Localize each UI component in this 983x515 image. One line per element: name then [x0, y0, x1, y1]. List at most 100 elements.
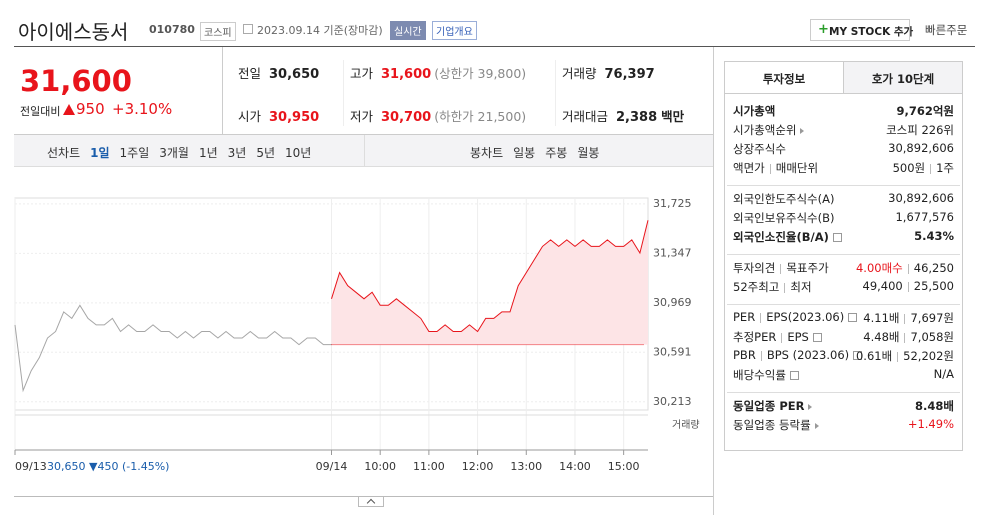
info-values: 30,892,606 [888, 141, 954, 155]
info-row: 상장주식수 30,892,606 [727, 141, 960, 160]
quote-value: 76,397 [604, 67, 655, 82]
separator [760, 350, 762, 361]
info-values: 4.48배 7,058원 [863, 329, 954, 345]
info-label: 배당수익률 [733, 368, 786, 382]
info-row: 추정PER EPS 4.48배 7,058원 [727, 329, 960, 348]
info-value: 8.48배 [915, 399, 954, 413]
price-line [14, 304, 332, 393]
info-label: 매매단위 [775, 161, 819, 175]
info-row: PBR BPS (2023.06) 0.61배 52,202원 [727, 348, 960, 367]
quote-label: 전일 [238, 66, 262, 81]
company-button[interactable]: 기업개요 [432, 21, 477, 40]
help-icon[interactable] [789, 371, 799, 380]
separator [760, 312, 762, 323]
quote-label: 저가 [350, 109, 374, 124]
period-tab[interactable]: 1년 [198, 146, 218, 160]
realtime-badge[interactable]: 실시간 [390, 21, 426, 40]
mystock-text: MY STOCK 추가 [829, 26, 914, 38]
quote-label: 거래량 [562, 66, 597, 81]
info-labels: 상장주식수 [733, 141, 786, 157]
info-values: 0.61배 52,202원 [856, 348, 954, 364]
price-line [331, 220, 649, 333]
change: 950 [76, 100, 105, 118]
info-values: +1.49% [908, 417, 954, 431]
quote-item: 고가 31,600 (상한가 39,800) [350, 63, 526, 82]
toggle-button[interactable] [358, 496, 384, 508]
help-icon[interactable] [812, 333, 822, 342]
candle-tab[interactable]: 주봉 [545, 146, 568, 160]
info-labels: 시가총액 [733, 103, 775, 119]
arrow-icon [800, 128, 805, 134]
info-labels: 시가총액순위 [733, 122, 805, 138]
x-tick-label: 14:00 [559, 460, 591, 473]
help-icon[interactable] [832, 233, 842, 242]
x-tick-label: 09/14 [316, 460, 348, 473]
info-row: 액면가 매매단위 500원 1주 [727, 160, 960, 179]
prev-summary: 30,650 ▼450 (-1.45%) [47, 460, 169, 473]
tab-bar: 선차트 1일 1주일 3개월 1년 3년 5년 10년 봉차트 일봉 주봉 월봉 [14, 134, 713, 167]
info-label: 동일업종 등락률 [733, 418, 811, 432]
info-label: EPS [787, 330, 809, 344]
info-labels: 외국인보유주식수(B) [733, 210, 835, 226]
info-labels: PBR BPS (2023.06) [733, 348, 863, 362]
divider [343, 60, 344, 126]
stock-name: 아이에스동서 [18, 20, 129, 44]
help-icon[interactable] [853, 351, 863, 360]
quote-value: 2,388 [616, 110, 658, 125]
period-tab[interactable]: 5년 [256, 146, 276, 160]
quote-unit: 백만 [661, 109, 685, 124]
info-tab[interactable]: 투자정보 [762, 72, 806, 86]
info-label: EPS(2023.06) [766, 310, 845, 324]
quote-item: 거래량 76,397 [562, 63, 655, 82]
y-tick-label: 30,213 [653, 395, 692, 408]
period-tab[interactable]: 3년 [227, 146, 247, 160]
info-value: 500원 [892, 161, 926, 175]
help-icon[interactable] [848, 313, 858, 322]
info-value: +1.49% [907, 417, 954, 431]
divider [555, 60, 556, 126]
y-tick-label: 30,969 [653, 296, 692, 309]
quick-order[interactable]: 빠른주문 [925, 23, 968, 37]
x-tick-label: 15:00 [608, 460, 640, 473]
info-value: 4.00매수 [855, 261, 903, 275]
candle-tabs: 봉차트 일봉 주봉 월봉 [470, 144, 609, 161]
candle-tab[interactable]: 월봉 [577, 146, 600, 160]
quote-item: 시가 30,950 [238, 106, 319, 125]
period-tab[interactable]: 1주일 [119, 146, 150, 160]
market-badge: 코스피 [200, 22, 236, 41]
info-tab[interactable]: 호가 10단계 [843, 62, 962, 93]
info-row: PER EPS(2023.06) 4.11배 7,697원 [727, 310, 960, 329]
mystock-button[interactable]: + MY STOCK 추가 [810, 19, 914, 41]
area [331, 220, 648, 345]
x-tick-label: 10:00 [364, 460, 396, 473]
info-values: 500원 1주 [893, 160, 954, 176]
separator [780, 263, 782, 274]
period-tab[interactable]: 3개월 [159, 146, 189, 160]
period-tab[interactable]: 1일 [90, 146, 110, 160]
info-values: 9,762억원 [896, 103, 954, 119]
quote-value: 30,650 [269, 67, 320, 82]
y-tick-label: 30,591 [653, 345, 692, 358]
x-tick-label: 12:00 [462, 460, 494, 473]
info-label: 추정PER [733, 330, 777, 344]
up-icon [63, 104, 75, 115]
date: 2023.09.14 기준(장마감) [257, 24, 383, 37]
info-row: 외국인보유주식수(B) 1,677,576 [727, 210, 960, 229]
info-label: 52주최고 [733, 280, 780, 294]
separator [769, 163, 771, 174]
period-tab[interactable]: 10년 [285, 146, 312, 160]
x-tick-label: 13:00 [510, 460, 542, 473]
info-value: 코스피 226위 [886, 123, 954, 137]
quote-item: 전일 30,650 [238, 63, 319, 82]
candle-tab[interactable]: 일봉 [513, 146, 536, 160]
info-tabs: 투자정보 호가 10단계 [725, 62, 962, 94]
line-tabs: 선차트 1일 1주일 3개월 1년 3년 5년 10년 [47, 144, 321, 161]
price: 31,600 [20, 64, 132, 98]
info-value: 7,697원 [910, 311, 954, 325]
quote-value: 31,600 [381, 67, 432, 82]
info-value: 25,500 [913, 279, 954, 293]
info-group: 투자의견 목표주가 4.00매수 46,250 52주최고 최저 49,400 25,500 [727, 255, 960, 305]
info-row: 시가총액순위 코스피 226위 [727, 122, 960, 141]
info-label: 투자의견 [733, 261, 776, 275]
